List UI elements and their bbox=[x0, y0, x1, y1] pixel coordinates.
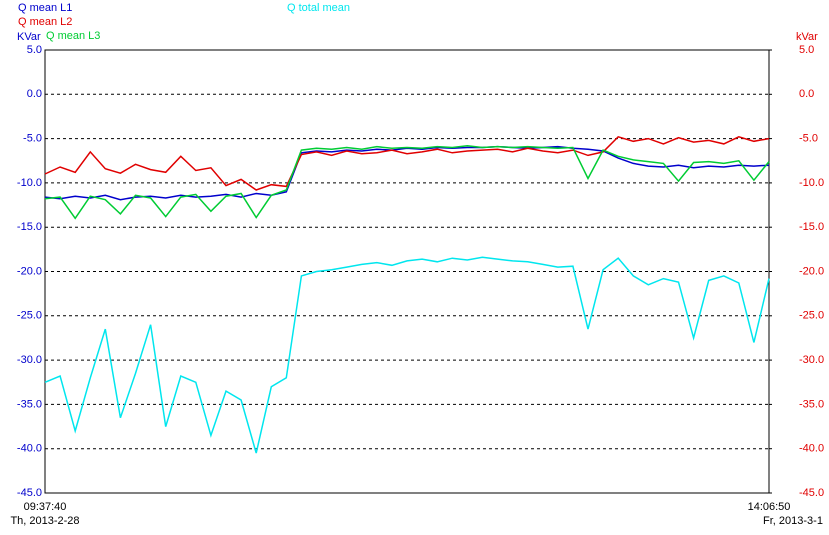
y-tick-label: 0.0 bbox=[27, 88, 42, 100]
series-line bbox=[44, 256, 770, 454]
x-date-label: Th, 2013-2-28 bbox=[10, 515, 79, 527]
series-line bbox=[44, 135, 770, 191]
legend-entry: Q mean L1 bbox=[18, 2, 72, 14]
y-tick-label: -5.0 bbox=[23, 133, 42, 145]
legend-entry: Q total mean bbox=[287, 2, 350, 14]
y-tick-label: -10.0 bbox=[17, 177, 42, 189]
series-line bbox=[44, 144, 770, 220]
y2-tick-label: 0.0 bbox=[799, 88, 814, 100]
y-tick-label: -45.0 bbox=[17, 487, 42, 499]
y2-tick-label: -25.0 bbox=[799, 310, 824, 322]
series-line bbox=[44, 145, 770, 201]
y2-axis-label: kVar bbox=[796, 31, 818, 43]
y2-tick-label: -30.0 bbox=[799, 354, 824, 366]
x-date-label: Fr, 2013-3-1 bbox=[763, 515, 823, 527]
y-tick-label: -35.0 bbox=[17, 398, 42, 410]
y-tick-label: -40.0 bbox=[17, 443, 42, 455]
legend-entry: Q mean L2 bbox=[18, 16, 72, 28]
y2-tick-label: -15.0 bbox=[799, 221, 824, 233]
y-tick-label: 5.0 bbox=[27, 44, 42, 56]
y-tick-label: -25.0 bbox=[17, 310, 42, 322]
y2-tick-label: -20.0 bbox=[799, 265, 824, 277]
y2-tick-label: 5.0 bbox=[799, 44, 814, 56]
y2-tick-label: -10.0 bbox=[799, 177, 824, 189]
y2-tick-label: -40.0 bbox=[799, 443, 824, 455]
legend-entry: Q mean L3 bbox=[46, 30, 100, 42]
y-tick-label: -15.0 bbox=[17, 221, 42, 233]
x-tick-label: 09:37:40 bbox=[24, 501, 67, 513]
y-tick-label: -20.0 bbox=[17, 265, 42, 277]
y2-tick-label: -45.0 bbox=[799, 487, 824, 499]
x-tick-label: 14:06:50 bbox=[748, 501, 791, 513]
y-axis-label: KVar bbox=[17, 31, 41, 43]
y-tick-label: -30.0 bbox=[17, 354, 42, 366]
y2-tick-label: -5.0 bbox=[799, 133, 818, 145]
y2-tick-label: -35.0 bbox=[799, 398, 824, 410]
